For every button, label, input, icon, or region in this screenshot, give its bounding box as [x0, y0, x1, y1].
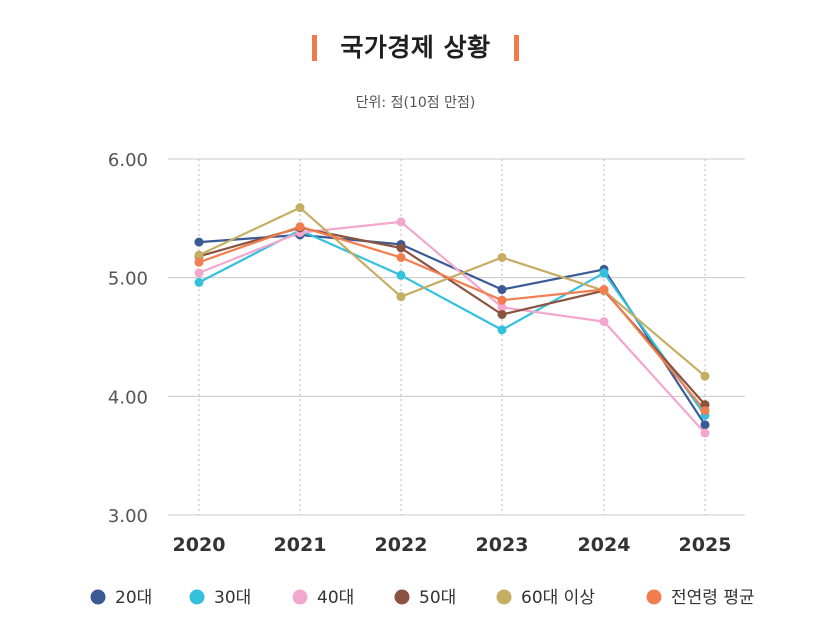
series-line [198, 229, 706, 416]
data-point [194, 237, 204, 247]
data-point [497, 325, 507, 335]
title-bar-left [312, 35, 318, 61]
data-point [497, 309, 507, 319]
y-tick-label: 4.00 [108, 387, 148, 408]
legend-marker [394, 589, 410, 605]
legend-marker [292, 589, 308, 605]
title-bar-right [513, 35, 519, 61]
y-tick-label: 3.00 [108, 506, 148, 527]
data-point [599, 268, 609, 278]
data-point [700, 406, 710, 416]
legend-marker [646, 589, 662, 605]
legend-label: 40대 [317, 588, 354, 608]
data-point [194, 268, 204, 278]
data-point [194, 250, 204, 260]
x-tick-label: 2025 [679, 534, 732, 556]
legend-label: 30대 [214, 588, 251, 608]
data-point [700, 428, 710, 438]
data-point [599, 317, 609, 327]
series-line [198, 206, 706, 378]
data-point [194, 257, 204, 267]
data-point [194, 277, 204, 287]
legend-marker [90, 589, 106, 605]
data-point [497, 252, 507, 262]
y-tick-label: 6.00 [108, 150, 148, 171]
data-point [396, 292, 406, 302]
data-point [599, 285, 609, 295]
x-tick-label: 2024 [578, 534, 631, 556]
series-line [198, 220, 706, 434]
legend-label: 전연령 평균 [671, 588, 755, 608]
data-point [700, 420, 710, 430]
data-point [396, 243, 406, 253]
x-tick-label: 2023 [476, 534, 529, 556]
data-point [396, 270, 406, 280]
data-point [295, 222, 305, 232]
legend-label: 50대 [419, 588, 456, 608]
chart-title: 국가경제 상황 [340, 33, 491, 62]
legend-marker [189, 589, 205, 605]
data-point [700, 371, 710, 381]
legend-label: 20대 [115, 588, 152, 608]
data-point [295, 203, 305, 213]
data-point [497, 285, 507, 295]
chart-subtitle: 단위: 점(10점 만점) [355, 95, 476, 111]
series-line [198, 225, 706, 412]
legend-marker [496, 589, 512, 605]
x-tick-label: 2021 [274, 534, 327, 556]
x-tick-label: 2020 [173, 534, 226, 556]
x-tick-label: 2022 [375, 534, 428, 556]
data-point [497, 302, 507, 312]
chart-title-wrap: 국가경제 상황 [0, 28, 831, 64]
data-point [396, 252, 406, 262]
y-tick-label: 5.00 [108, 269, 148, 290]
data-point [396, 217, 406, 227]
legend-label: 60대 이상 [521, 588, 595, 608]
series-line [198, 226, 706, 406]
data-point [497, 295, 507, 305]
